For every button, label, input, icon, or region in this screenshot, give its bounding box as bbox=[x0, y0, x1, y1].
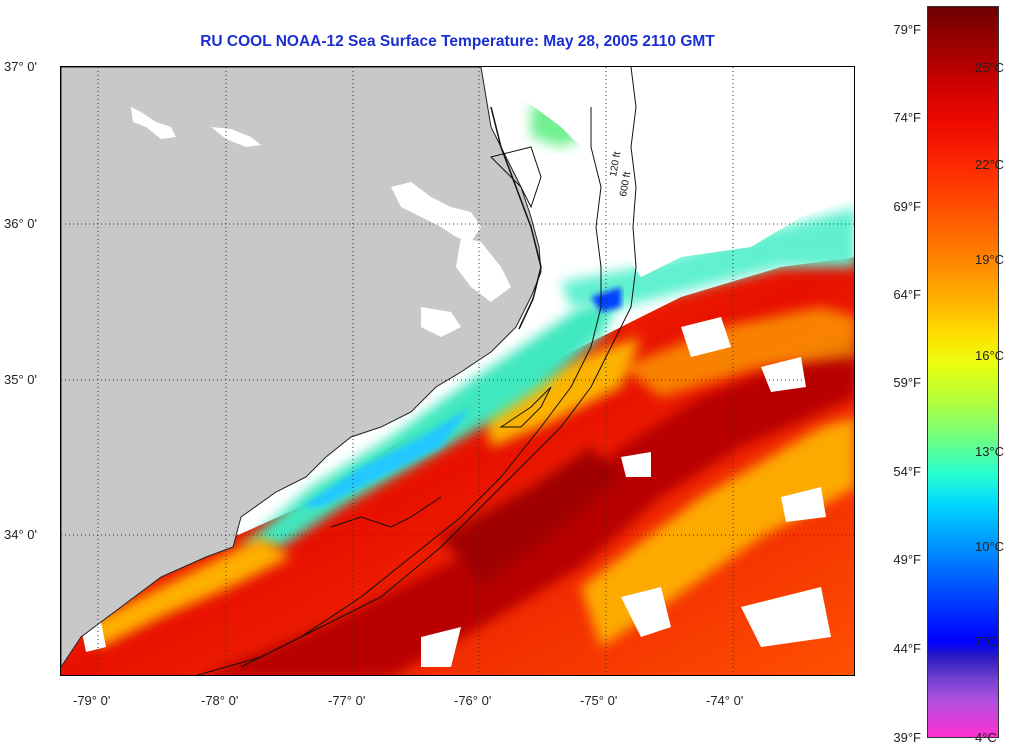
contour-label-120ft: 120 ft bbox=[608, 151, 623, 178]
cbar-f-74: 74°F bbox=[893, 110, 921, 125]
lon-label-79: -79° 0' bbox=[73, 693, 111, 708]
lat-label-36: 36° 0' bbox=[4, 216, 37, 231]
sst-map-graphic: 120 ft 600 ft bbox=[61, 67, 854, 675]
cbar-c-19: 19°C bbox=[975, 252, 1005, 267]
cbar-f-49: 49°F bbox=[893, 552, 921, 567]
lon-label-74: -74° 0' bbox=[706, 693, 744, 708]
cbar-f-79: 79°F bbox=[893, 22, 921, 37]
sst-map: 120 ft 600 ft bbox=[60, 66, 855, 676]
contour-label-600ft: 600 ft bbox=[618, 171, 633, 198]
lat-label-37: 37° 0' bbox=[4, 59, 37, 74]
cbar-c-4: 4°C bbox=[975, 730, 997, 745]
outer-banks bbox=[490, 106, 542, 330]
lon-label-78: -78° 0' bbox=[201, 693, 239, 708]
temperature-colorbar bbox=[927, 6, 999, 738]
cloud-patches bbox=[81, 67, 854, 667]
cbar-f-39: 39°F bbox=[893, 730, 921, 745]
lat-label-35: 35° 0' bbox=[4, 372, 37, 387]
contour-lines bbox=[196, 67, 637, 675]
lon-label-76: -76° 0' bbox=[454, 693, 492, 708]
cbar-c-13: 13°C bbox=[975, 444, 1005, 459]
gulf-stream-core bbox=[205, 337, 854, 675]
cbar-c-16: 16°C bbox=[975, 348, 1005, 363]
lat-label-34: 34° 0' bbox=[4, 527, 37, 542]
lon-label-75: -75° 0' bbox=[580, 693, 618, 708]
estuaries bbox=[131, 107, 511, 337]
cbar-f-54: 54°F bbox=[893, 464, 921, 479]
cbar-c-7: 7°C bbox=[975, 634, 997, 649]
cbar-f-64: 64°F bbox=[893, 287, 921, 302]
cbar-c-10: 10°C bbox=[975, 539, 1005, 554]
cbar-f-59: 59°F bbox=[893, 375, 921, 390]
graticule bbox=[61, 67, 854, 675]
cbar-f-69: 69°F bbox=[893, 199, 921, 214]
cbar-f-44: 44°F bbox=[893, 641, 921, 656]
cbar-c-25: 25°C bbox=[975, 60, 1005, 75]
cbar-c-22: 22°C bbox=[975, 157, 1005, 172]
map-title: RU COOL NOAA-12 Sea Surface Temperature:… bbox=[200, 33, 715, 50]
lon-label-77: -77° 0' bbox=[328, 693, 366, 708]
